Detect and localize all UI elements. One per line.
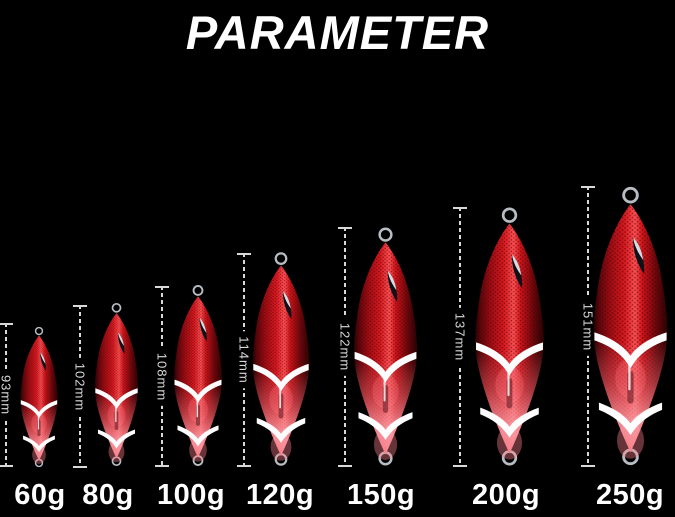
weight-label: 250g [595,479,665,511]
jig-lure-graphic [592,186,669,466]
ruler-cap-bottom [237,465,251,467]
weight-label: 120g [245,479,315,511]
jig-lure-graphic [473,207,546,466]
jig-lure-graphic [173,285,223,466]
length-label: 93mm [0,369,16,421]
measurement-ruler: 122mm [335,227,355,467]
measurement-ruler: 102mm [70,305,90,468]
jig-lure-graphic [93,302,140,467]
ruler-cap-top [73,305,87,307]
length-label: 137mm [450,307,470,367]
length-label: 114mm [234,331,254,389]
jig-lure-graphic [251,252,311,466]
weight-label: 100g [156,479,226,511]
ruler-cap-top [581,186,595,188]
length-label: 102mm [70,357,90,416]
ruler-cap-bottom [581,465,595,467]
ruler-cap-top [237,253,251,255]
weight-label: 200g [471,479,541,511]
measurement-ruler: 151mm [578,186,598,467]
ruler-cap-top [338,227,352,229]
ruler-cap-top [155,286,169,288]
length-label: 151mm [578,297,598,356]
ruler-cap-top [0,323,13,325]
ruler-cap-bottom [155,465,169,467]
ruler-cap-bottom [338,465,352,467]
ruler-cap-bottom [0,465,13,467]
ruler-cap-bottom [453,465,467,467]
weight-label: 60g [14,479,66,511]
weight-label: 80g [82,479,134,511]
measurement-ruler: 137mm [450,207,470,467]
jig-lure-graphic [19,326,59,468]
length-label: 108mm [152,347,172,406]
measurement-ruler: 108mm [152,286,172,467]
ruler-cap-top [453,207,467,209]
length-label: 122mm [335,317,355,377]
page-title: PARAMETER [185,6,490,59]
ruler-cap-bottom [73,466,87,468]
measurement-ruler: 114mm [234,253,254,467]
weight-label: 150g [346,479,416,511]
jig-lure-graphic [352,227,419,466]
measurement-ruler: 93mm [0,323,16,467]
